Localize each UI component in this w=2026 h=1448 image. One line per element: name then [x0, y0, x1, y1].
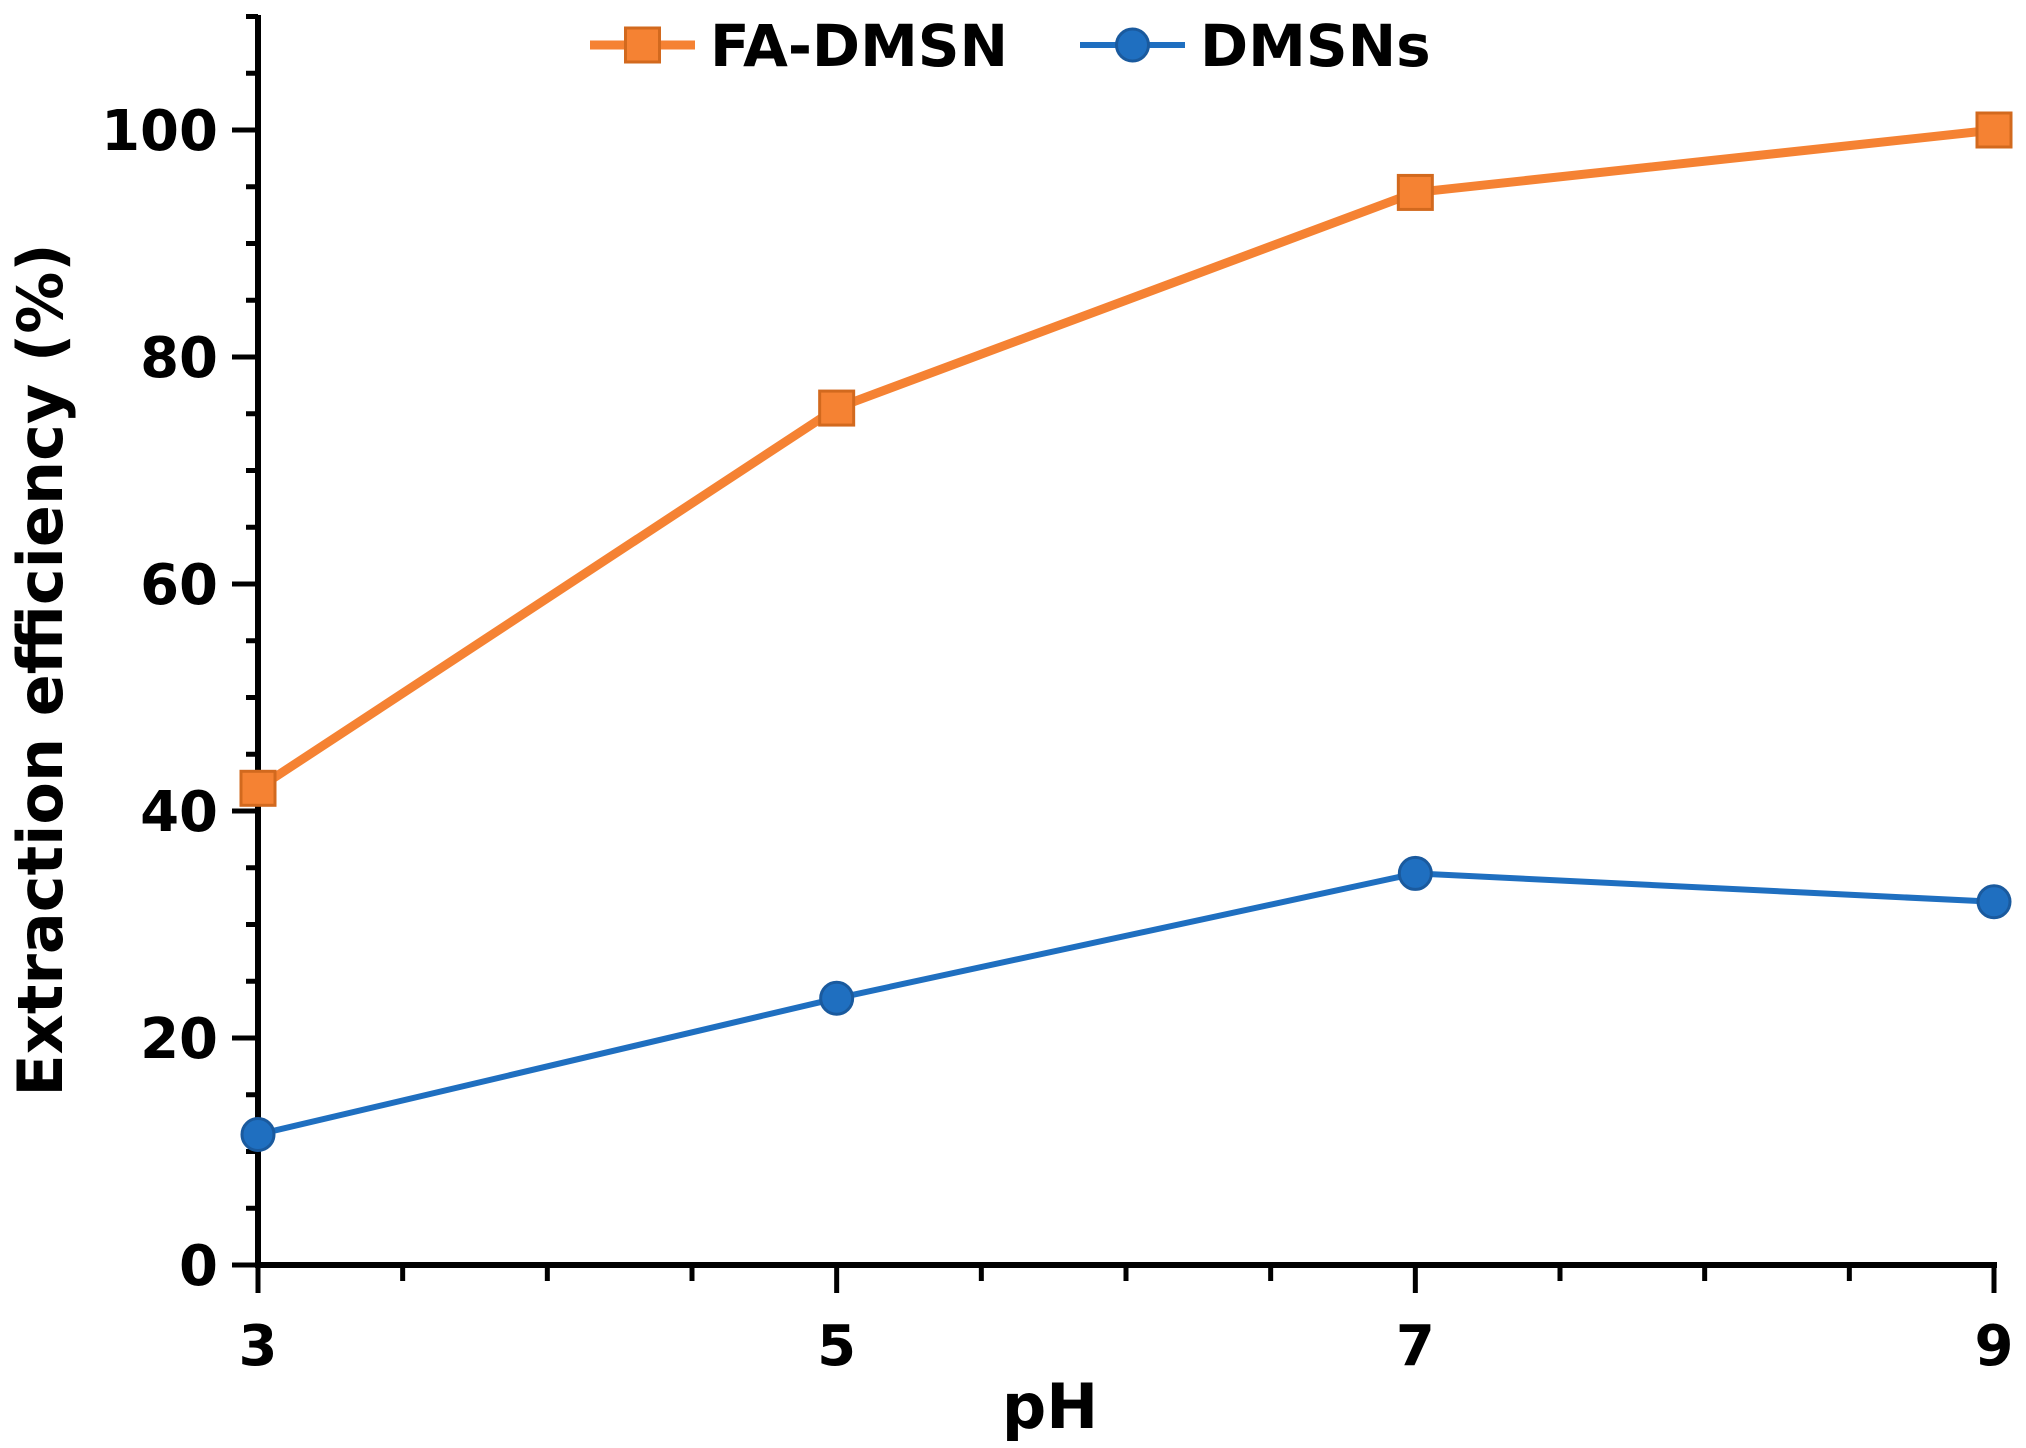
- series-line-dmsns: [257, 870, 1995, 1138]
- x-axis-title: pH: [1002, 1370, 1098, 1443]
- data-point-square: [1396, 173, 1434, 211]
- axes: 0 20 40 60 80 100 3 5 7 9: [101, 14, 2014, 1379]
- legend-label: FA-DMSN: [710, 12, 1008, 80]
- data-point-square: [239, 769, 277, 807]
- y-tick-label: 20: [140, 1007, 218, 1072]
- legend-marker-square: [624, 26, 661, 64]
- y-tick-label: 80: [140, 326, 218, 391]
- data-point-square: [1975, 111, 2013, 149]
- y-axis-title: Extraction efficiency (%): [4, 243, 77, 1096]
- data-point-circle: [240, 1116, 276, 1152]
- y-tick-label: 60: [140, 553, 218, 618]
- legend-marker-circle: [1115, 27, 1150, 63]
- series-layer: [239, 111, 2013, 1152]
- x-tick-label: 3: [239, 1314, 278, 1379]
- data-point-square: [818, 389, 856, 427]
- legend: FA-DMSN DMSNs: [590, 12, 1431, 80]
- x-tick-label: 9: [1975, 1314, 2014, 1379]
- y-tick-label: 0: [179, 1234, 218, 1299]
- x-tick-label: 7: [1396, 1314, 1435, 1379]
- y-tick-label: 40: [140, 780, 218, 845]
- y-tick-label: 100: [101, 99, 218, 164]
- x-tick-label: 5: [817, 1314, 856, 1379]
- legend-label: DMSNs: [1200, 12, 1431, 80]
- data-point-circle: [1976, 884, 2012, 920]
- data-point-circle: [1397, 855, 1433, 891]
- data-point-circle: [819, 980, 855, 1016]
- series-line-fa-dmsn: [255, 125, 1995, 793]
